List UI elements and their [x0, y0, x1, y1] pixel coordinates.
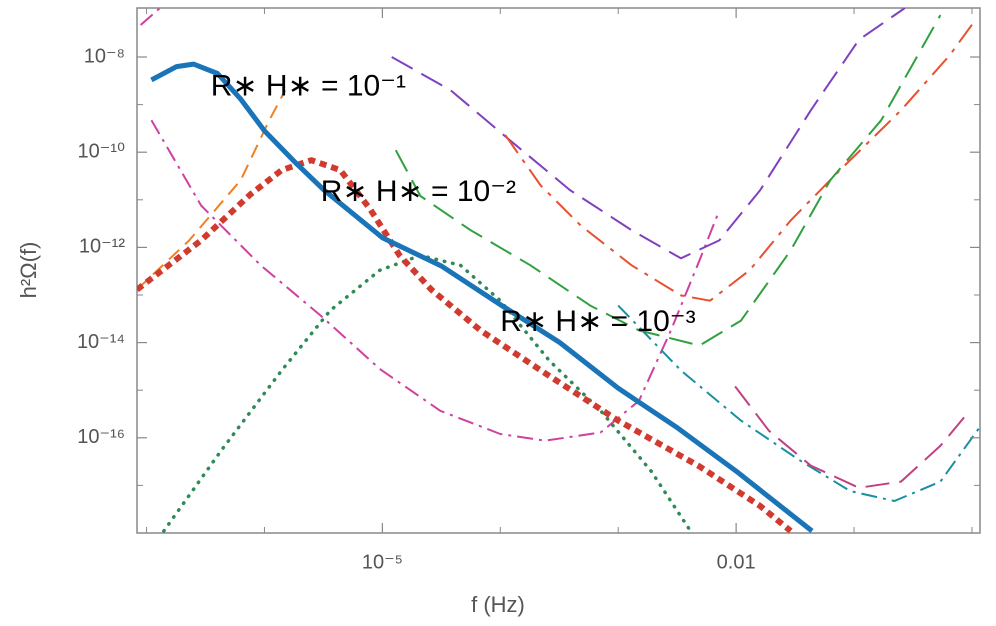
- curve: [137, 89, 287, 291]
- annotation: R∗ H∗ = 10⁻³: [500, 305, 695, 338]
- annotation: R∗ H∗ = 10⁻²: [321, 175, 516, 208]
- y-tick-label: 10⁻¹²: [79, 236, 125, 258]
- curve: [137, 157, 793, 533]
- y-tick-label: 10⁻¹⁴: [77, 331, 125, 353]
- y-tick-label: 10⁻⁸: [84, 45, 125, 67]
- plot-frame: [136, 7, 981, 534]
- annotation: R∗ H∗ = 10⁻¹: [211, 69, 406, 102]
- curve: [391, 8, 906, 260]
- curve: [162, 253, 693, 533]
- x-axis-label: f (Hz): [471, 592, 525, 617]
- x-tick-label: 0.01: [717, 551, 756, 573]
- curve: [150, 119, 721, 442]
- y-tick-label: 10⁻¹⁰: [78, 140, 125, 162]
- curve: [139, 8, 161, 26]
- curve: [150, 61, 814, 533]
- curve: [617, 304, 980, 502]
- y-tick-label: 10⁻¹⁶: [77, 426, 125, 448]
- x-tick-label: 10⁻⁵: [362, 551, 403, 573]
- curve: [394, 14, 942, 347]
- curve: [734, 385, 969, 489]
- lines: [137, 8, 980, 533]
- curve: [504, 19, 977, 302]
- y-axis-label: h²Ω(f): [16, 242, 41, 299]
